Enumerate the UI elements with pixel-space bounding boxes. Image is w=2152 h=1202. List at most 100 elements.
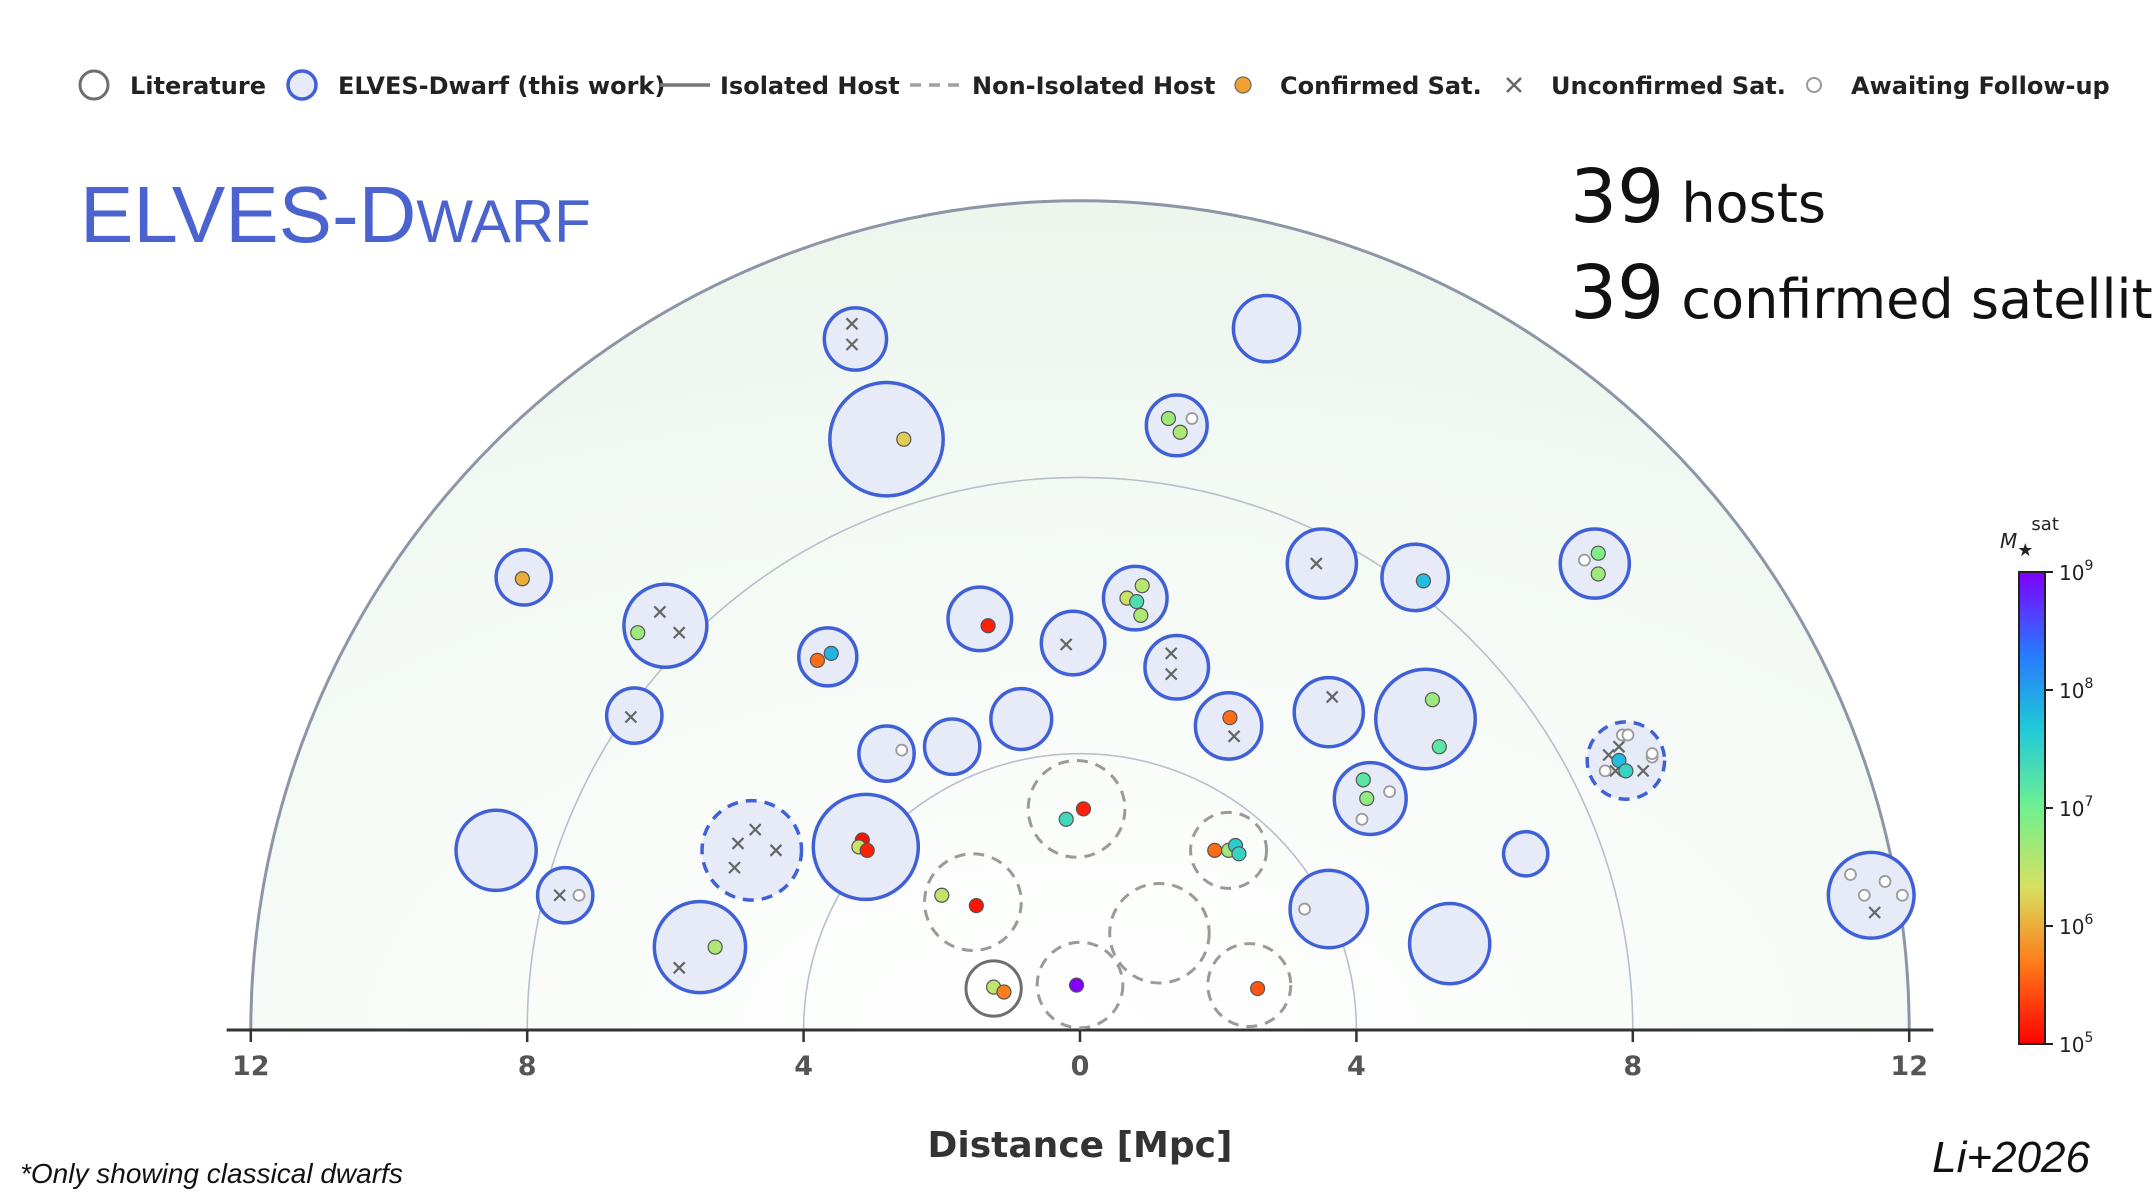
awaiting-satellite: [1857, 888, 1871, 902]
confirmed-satellite: [514, 571, 530, 587]
literature-host-circle: [964, 959, 1023, 1018]
confirmed-satellite: [1058, 811, 1074, 827]
awaiting-satellite: [1355, 812, 1369, 826]
host-7: [946, 585, 1014, 653]
legend-unconfirmed-label: Unconfirmed Sat.: [1551, 72, 1786, 100]
host-38: [964, 959, 1023, 1018]
legend-item-nonisolated: Non-Isolated Host: [910, 72, 1215, 100]
legend-confirmed-label: Confirmed Sat.: [1280, 72, 1482, 100]
title-smallcaps: WARF: [416, 188, 590, 255]
elves-host-circle: [946, 585, 1014, 653]
x-tick-label: 8: [1623, 1051, 1642, 1082]
unconfirmed-satellite: [672, 626, 686, 639]
awaiting-satellite: [1185, 412, 1199, 425]
unconfirmed-satellite: [672, 961, 686, 975]
literature-host-circle: [1035, 940, 1125, 1030]
host-19: [1292, 675, 1366, 749]
confirmed-satellite: [859, 842, 875, 858]
hosts-count: 39 hosts: [1570, 154, 1826, 240]
host-17: [989, 686, 1054, 752]
confirmed-satellite: [1129, 593, 1145, 610]
legend-item-isolated: Isolated Host: [660, 72, 900, 100]
host-32: [1026, 759, 1127, 859]
confirmed-satellite: [1133, 607, 1149, 624]
elves-host-circle: [1143, 633, 1211, 701]
elves-host-circle: [1407, 901, 1492, 986]
hosts-label: hosts: [1664, 172, 1826, 235]
literature-host-circle: [1206, 942, 1293, 1029]
elves-host-circle: [1373, 667, 1478, 771]
unconfirmed-satellite: [1636, 764, 1650, 778]
unconfirmed-satellite: [728, 861, 741, 874]
colorbar-label: M★ sat: [2000, 514, 2059, 561]
host-28: [1407, 901, 1492, 986]
unconfirmed-satellite: [748, 823, 762, 836]
confirmed-satellite: [1222, 710, 1238, 726]
host-35: [1108, 882, 1211, 985]
host-25: [811, 792, 921, 902]
host-14: [604, 686, 664, 745]
elves-host-circle: [1144, 393, 1209, 458]
colorbar-tick-label: 107: [2059, 794, 2093, 821]
host-markers: [454, 293, 1916, 1030]
legend-item-confirmed: Confirmed Sat.: [1234, 72, 1482, 100]
x-tick-label: 8: [518, 1051, 537, 1082]
literature-host-circle: [1189, 810, 1269, 890]
confirmed-satellite: [1590, 545, 1606, 561]
satellites-number: 39: [1570, 250, 1664, 336]
legend-literature-marker: [78, 69, 110, 101]
unconfirmed-satellite: [553, 888, 566, 902]
elves-host-circle: [989, 686, 1054, 752]
literature-host-circle: [1026, 759, 1127, 859]
legend-isolated-label: Isolated Host: [720, 72, 900, 100]
unconfirmed-satellite: [624, 710, 638, 724]
elves-host-circle: [1039, 609, 1107, 677]
confirmed-satellite: [980, 618, 996, 634]
host-8: [1039, 609, 1107, 677]
unconfirmed-satellite: [653, 605, 667, 619]
unconfirmed-satellite: [1868, 906, 1881, 919]
host-29: [1826, 850, 1916, 940]
awaiting-satellite: [1621, 728, 1635, 742]
elves-host-circle: [1193, 691, 1264, 761]
footnote: *Only showing classical dwarfs: [20, 1158, 403, 1189]
colorbar-label-sub: ★: [2017, 540, 2033, 561]
reference: Li+2026: [1932, 1133, 2090, 1182]
host-37: [1206, 942, 1293, 1029]
legend-item-literature: Literature: [78, 69, 266, 101]
confirmed-satellite: [1431, 739, 1447, 755]
confirmed-satellite: [823, 645, 839, 662]
legend-elves-marker: [286, 69, 318, 101]
host-12: [1380, 542, 1451, 613]
legend-item-awaiting: Awaiting Follow-up: [1806, 72, 2110, 100]
host-22: [454, 808, 538, 893]
literature-host-circle: [1108, 882, 1211, 985]
awaiting-satellite: [1844, 868, 1857, 881]
elves-host-circle: [1380, 542, 1451, 613]
confirmed-satellite: [1160, 410, 1177, 427]
host-26: [1288, 868, 1370, 950]
elves-host-circle: [622, 582, 709, 669]
x-tick-label: 4: [794, 1051, 813, 1082]
host-6: [797, 626, 859, 688]
x-tick-label: 12: [232, 1051, 270, 1082]
unconfirmed-satellite: [1310, 557, 1323, 570]
legend-item-unconfirmed: Unconfirmed Sat.: [1506, 72, 1786, 100]
awaiting-satellite: [1298, 902, 1311, 916]
confirmed-satellite: [1590, 566, 1606, 582]
host-16: [922, 717, 982, 777]
host-30: [700, 798, 804, 902]
host-1: [1231, 293, 1302, 364]
elves-host-circle: [604, 686, 664, 745]
unconfirmed-satellite: [769, 844, 783, 857]
elves-host-circle: [922, 717, 982, 777]
host-0: [822, 306, 889, 372]
awaiting-satellite: [1578, 553, 1591, 567]
unconfirmed-satellite: [1227, 730, 1241, 743]
host-3: [1144, 393, 1209, 458]
unconfirmed-satellite: [1612, 740, 1626, 753]
awaiting-satellite: [1878, 875, 1892, 888]
legend-elves-label: ELVES-Dwarf (this work): [338, 72, 665, 100]
legend-awaiting-marker: [1806, 77, 1822, 93]
